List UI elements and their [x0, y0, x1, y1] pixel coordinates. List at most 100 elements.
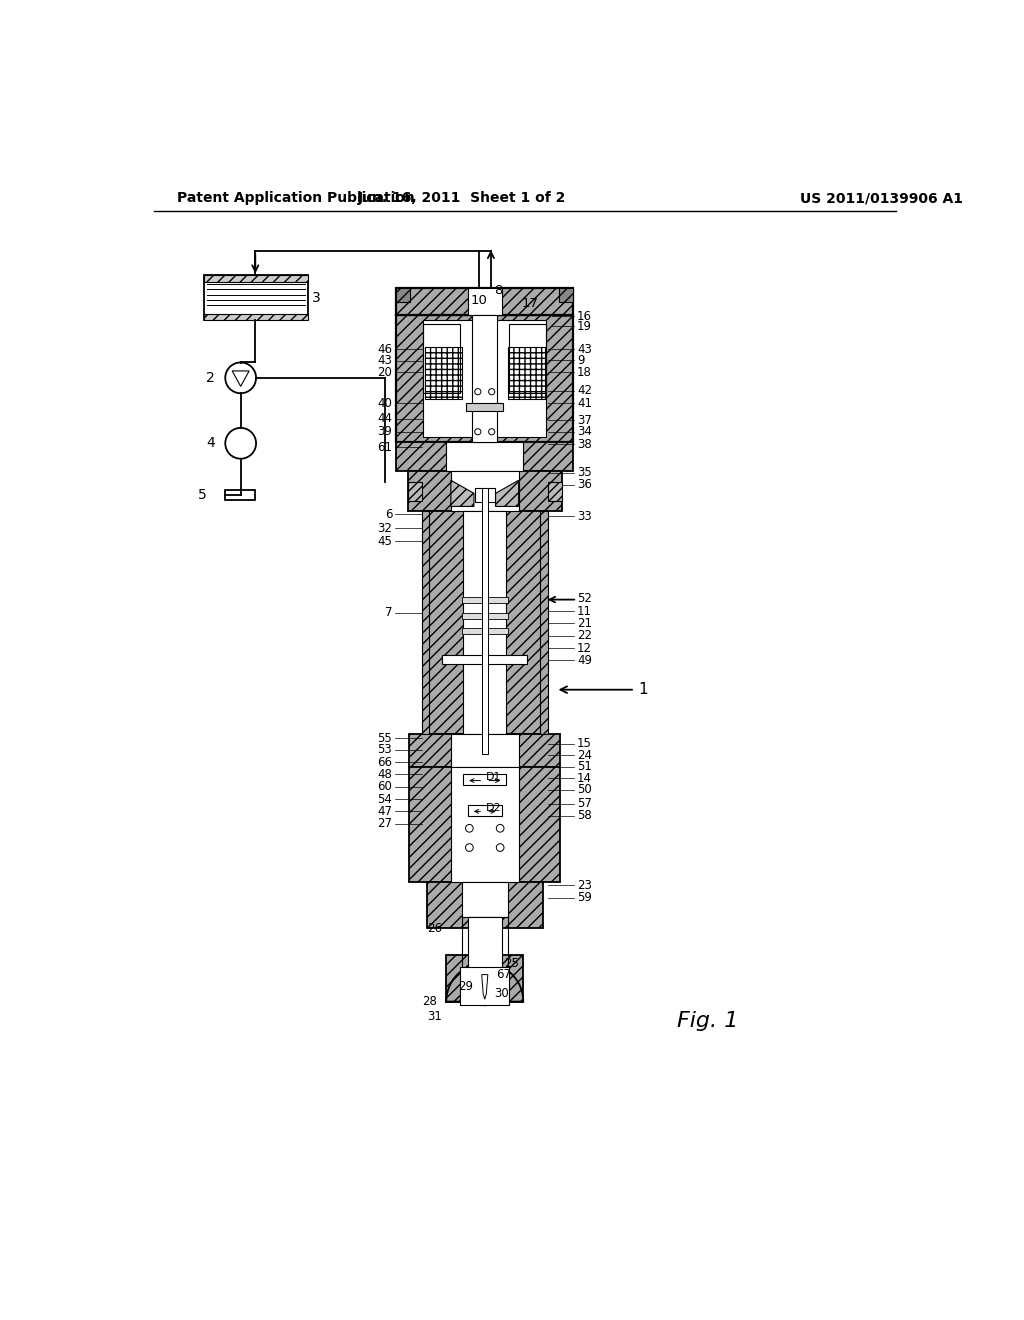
Text: 34: 34 — [578, 425, 592, 438]
Text: 1: 1 — [639, 682, 648, 697]
Text: 46: 46 — [378, 343, 392, 356]
Circle shape — [475, 388, 481, 395]
Text: 35: 35 — [578, 466, 592, 479]
Bar — [422, 511, 429, 734]
Text: 24: 24 — [578, 748, 592, 762]
Bar — [446, 956, 523, 1002]
Text: 31: 31 — [428, 1010, 442, 1023]
Text: 17: 17 — [521, 297, 539, 310]
Text: D1: D1 — [486, 772, 502, 781]
Text: 61: 61 — [378, 441, 392, 454]
Text: 55: 55 — [378, 731, 392, 744]
Text: 2: 2 — [206, 371, 215, 385]
Text: Patent Application Publication: Patent Application Publication — [177, 191, 415, 206]
Text: 66: 66 — [378, 755, 392, 768]
Text: 18: 18 — [578, 366, 592, 379]
Text: 57: 57 — [578, 797, 592, 810]
Bar — [425, 347, 462, 400]
Circle shape — [466, 843, 473, 851]
Text: 30: 30 — [494, 987, 509, 1001]
Text: 11: 11 — [578, 605, 592, 618]
Text: 32: 32 — [378, 521, 392, 535]
Bar — [481, 488, 487, 754]
Text: 40: 40 — [378, 397, 392, 409]
Bar — [462, 628, 508, 635]
Text: 6: 6 — [385, 508, 392, 520]
Bar — [204, 276, 307, 321]
Text: 48: 48 — [378, 768, 392, 781]
Bar — [462, 917, 508, 978]
Text: 25: 25 — [504, 957, 519, 970]
Text: 22: 22 — [578, 630, 592, 643]
Polygon shape — [446, 964, 523, 1002]
Text: 39: 39 — [378, 425, 392, 438]
Text: 4: 4 — [206, 437, 215, 450]
Polygon shape — [474, 978, 496, 1001]
Bar — [463, 511, 506, 734]
Text: 8: 8 — [494, 284, 503, 297]
Bar — [508, 347, 545, 400]
Text: 27: 27 — [378, 817, 392, 830]
Text: 3: 3 — [311, 290, 321, 305]
Bar — [468, 288, 502, 314]
Text: 7: 7 — [385, 606, 392, 619]
Text: 52: 52 — [578, 593, 592, 606]
Polygon shape — [462, 978, 508, 1006]
Bar — [462, 597, 508, 603]
Text: 41: 41 — [578, 397, 592, 409]
Bar — [468, 917, 502, 978]
Text: 43: 43 — [578, 343, 592, 356]
Text: 5: 5 — [199, 488, 207, 502]
Text: 28: 28 — [422, 995, 437, 1008]
Bar — [204, 314, 307, 321]
Polygon shape — [460, 977, 509, 1002]
Text: 42: 42 — [578, 384, 592, 397]
Bar — [225, 490, 255, 500]
Circle shape — [488, 429, 495, 434]
Text: 15: 15 — [578, 737, 592, 750]
Bar — [475, 488, 495, 502]
Bar — [396, 314, 573, 442]
Bar — [396, 288, 573, 314]
Bar — [559, 288, 573, 302]
Text: 59: 59 — [578, 891, 592, 904]
Text: 54: 54 — [378, 792, 392, 805]
Text: 53: 53 — [378, 743, 392, 756]
Text: 45: 45 — [378, 535, 392, 548]
Text: Fig. 1: Fig. 1 — [677, 1011, 738, 1031]
Text: 60: 60 — [378, 780, 392, 793]
Bar — [408, 471, 562, 511]
Bar — [446, 442, 523, 471]
Bar — [468, 805, 502, 816]
Bar — [423, 321, 547, 437]
Circle shape — [497, 843, 504, 851]
Bar — [451, 471, 518, 511]
Bar — [466, 404, 503, 411]
Text: 19: 19 — [578, 319, 592, 333]
Bar — [204, 276, 307, 281]
Text: 38: 38 — [578, 437, 592, 450]
Polygon shape — [481, 974, 487, 999]
Text: 10: 10 — [471, 294, 487, 308]
Circle shape — [488, 388, 495, 395]
Text: 67: 67 — [497, 968, 511, 981]
Bar — [451, 734, 518, 767]
Bar — [396, 288, 410, 302]
Polygon shape — [451, 480, 474, 507]
Text: 37: 37 — [578, 413, 592, 426]
Circle shape — [475, 429, 481, 434]
Text: 14: 14 — [578, 772, 592, 785]
Text: 16: 16 — [578, 310, 592, 323]
Text: 12: 12 — [578, 642, 592, 655]
Text: 29: 29 — [458, 979, 473, 993]
Bar — [462, 882, 508, 917]
Text: 51: 51 — [578, 760, 592, 774]
Polygon shape — [496, 480, 518, 507]
Bar — [463, 775, 506, 785]
Text: 33: 33 — [578, 510, 592, 523]
Bar — [541, 511, 548, 734]
Text: 43: 43 — [378, 354, 392, 367]
Bar — [451, 767, 518, 882]
Bar — [423, 323, 460, 393]
Text: D2: D2 — [486, 803, 502, 813]
